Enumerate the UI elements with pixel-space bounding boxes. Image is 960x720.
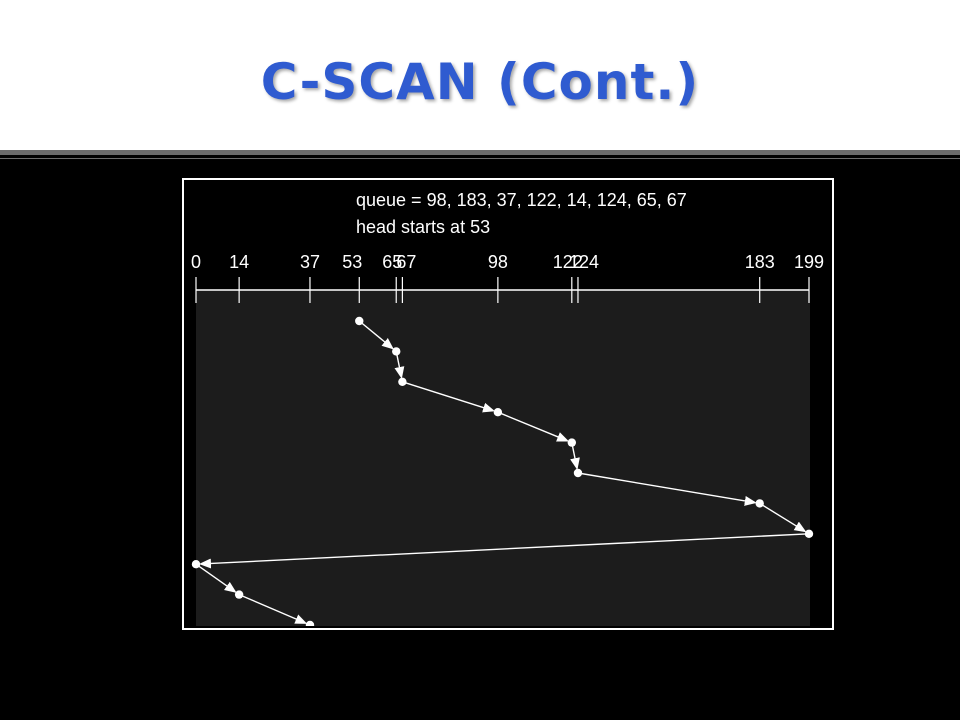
service-point-122 <box>567 438 577 447</box>
slide-title: C-SCAN (Cont.) <box>260 53 700 111</box>
movement-segment-0-to-14 <box>195 563 237 593</box>
axis-tick-label-98: 98 <box>488 252 508 272</box>
axis-tick-label-124: 124 <box>569 252 599 272</box>
head-movement-path <box>195 320 810 624</box>
axis-tick-label-37: 37 <box>300 252 320 272</box>
axis-tick-label-53: 53 <box>342 252 362 272</box>
movement-segment-67-to-98 <box>402 381 496 413</box>
queue-label: queue = 98, 183, 37, 122, 14, 124, 65, 6… <box>356 190 687 210</box>
axis-tick-label-0: 0 <box>191 252 201 272</box>
movement-segment-65-to-67 <box>394 351 405 379</box>
service-point-53 <box>355 316 364 326</box>
title-divider-thick <box>0 150 960 155</box>
movement-segment-14-to-37 <box>238 593 308 624</box>
service-point-183 <box>755 499 764 508</box>
service-point-98 <box>493 408 503 417</box>
cscan-diagram-svg: queue = 98, 183, 37, 122, 14, 124, 65, 6… <box>191 190 824 626</box>
service-points <box>191 316 814 626</box>
axis-tick-label-122: 122 <box>553 252 583 272</box>
service-point-67 <box>398 377 407 386</box>
axis-tick-label-14: 14 <box>229 252 249 272</box>
axis-tick-label-65: 65 <box>382 252 402 272</box>
axis-tick-label-183: 183 <box>745 252 775 272</box>
head-start-label: head starts at 53 <box>356 217 490 237</box>
movement-segment-183-to-199 <box>759 502 807 533</box>
axis-tick-label-199: 199 <box>794 252 824 272</box>
service-point-65 <box>392 347 401 356</box>
plot-area <box>196 290 810 626</box>
service-point-37 <box>305 620 315 626</box>
title-divider-thin <box>0 158 960 159</box>
movement-segment-122-to-124 <box>570 442 580 471</box>
service-point-124 <box>573 468 583 478</box>
service-point-14 <box>234 590 244 599</box>
movement-segment-53-to-65 <box>358 320 394 350</box>
movement-segment-98-to-122 <box>497 411 570 442</box>
service-point-0 <box>191 560 201 569</box>
movement-segment-124-to-183 <box>577 472 757 506</box>
service-point-199 <box>804 529 814 538</box>
axis-tick-label-67: 67 <box>396 252 416 272</box>
cscan-diagram: queue = 98, 183, 37, 122, 14, 124, 65, 6… <box>182 178 834 630</box>
title-band <box>0 0 960 150</box>
movement-segment-199-to-0 <box>198 533 810 569</box>
